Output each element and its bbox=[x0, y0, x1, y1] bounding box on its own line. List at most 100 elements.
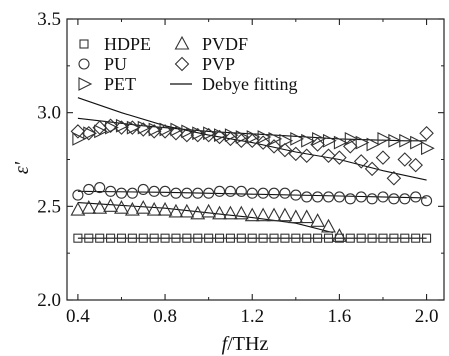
data-point-pu bbox=[290, 189, 302, 201]
data-point-pu bbox=[235, 185, 247, 197]
data-point-pvdf bbox=[299, 209, 315, 224]
data-point-pvp bbox=[146, 124, 162, 139]
data-point-pvp bbox=[266, 139, 282, 154]
legend-marker-triangle-up bbox=[174, 35, 190, 50]
data-point-pu bbox=[301, 191, 313, 203]
data-point-pvdf bbox=[223, 205, 238, 220]
data-point-pvp bbox=[419, 125, 434, 141]
data-point-hdpe bbox=[291, 233, 301, 243]
series-pu bbox=[72, 182, 433, 207]
data-point-pu bbox=[137, 183, 149, 196]
data-point-pet bbox=[224, 128, 239, 143]
data-point-pvdf bbox=[135, 200, 151, 214]
data-point-pvdf bbox=[310, 213, 326, 227]
data-point-hdpe bbox=[389, 233, 399, 243]
debye-fit-line bbox=[77, 202, 334, 234]
data-point-hdpe bbox=[73, 233, 83, 243]
data-point-pvp bbox=[168, 125, 184, 141]
data-point-pet bbox=[312, 132, 326, 146]
series-hdpe bbox=[73, 233, 432, 243]
data-point-pvp bbox=[125, 120, 140, 135]
data-point-pvp bbox=[364, 161, 380, 177]
data-point-pvp bbox=[321, 148, 336, 164]
data-point-pet bbox=[388, 133, 403, 148]
data-point-pu bbox=[192, 187, 204, 199]
data-point-pu bbox=[115, 187, 128, 199]
data-point-pet bbox=[246, 130, 261, 144]
data-point-pvp bbox=[114, 120, 129, 135]
legend-item: HDPE bbox=[79, 34, 151, 54]
data-point-pu bbox=[83, 183, 95, 196]
data-point-hdpe bbox=[236, 233, 246, 243]
legend-label: PVDF bbox=[202, 34, 248, 54]
data-point-pvp bbox=[310, 137, 325, 152]
data-point-pvdf bbox=[157, 201, 173, 216]
data-point-pet bbox=[333, 135, 348, 150]
data-point-pet bbox=[355, 135, 370, 150]
data-point-pet bbox=[322, 133, 337, 148]
legend-item: PVP bbox=[174, 54, 235, 74]
data-point-pu bbox=[268, 187, 280, 199]
data-point-pu bbox=[94, 182, 106, 194]
y-tick-label: 3.0 bbox=[37, 103, 61, 124]
data-point-pvdf bbox=[114, 200, 129, 214]
data-point-pu bbox=[105, 185, 117, 197]
data-point-pu bbox=[410, 191, 422, 203]
data-point-pu bbox=[181, 187, 193, 199]
legend-marker-circle bbox=[78, 58, 90, 70]
data-point-pu bbox=[366, 193, 378, 205]
data-point-pet bbox=[410, 135, 424, 150]
series-pvp bbox=[70, 118, 434, 186]
data-point-pvp bbox=[103, 118, 118, 134]
data-point-pvdf bbox=[233, 205, 249, 220]
data-point-pu bbox=[72, 189, 84, 201]
data-point-pu bbox=[344, 193, 356, 205]
data-point-pu bbox=[388, 193, 400, 205]
data-point-pvp bbox=[277, 142, 293, 158]
data-point-pvp bbox=[397, 152, 413, 167]
data-point-hdpe bbox=[400, 233, 410, 243]
data-point-pvp bbox=[343, 139, 358, 154]
data-point-hdpe bbox=[106, 233, 116, 243]
data-point-pvdf bbox=[331, 228, 347, 242]
legend-item: PU bbox=[78, 54, 127, 74]
data-point-pet bbox=[301, 133, 315, 148]
data-point-hdpe bbox=[116, 233, 127, 243]
x-tick-label: 1.6 bbox=[328, 306, 352, 327]
data-point-hdpe bbox=[334, 233, 344, 243]
x-tick-label: 0.8 bbox=[153, 306, 177, 327]
data-point-pvp bbox=[353, 154, 369, 169]
data-point-pvp bbox=[255, 135, 271, 150]
legend-item: Debye fitting bbox=[170, 74, 297, 94]
legend-label: HDPE bbox=[104, 34, 151, 54]
data-point-pu bbox=[279, 187, 291, 199]
series-pet bbox=[72, 118, 435, 156]
axis-ticks bbox=[67, 18, 444, 301]
data-point-pet bbox=[421, 141, 435, 156]
data-point-pvp bbox=[157, 124, 173, 139]
fit-lines bbox=[77, 97, 427, 239]
data-point-pet bbox=[279, 133, 294, 148]
data-point-pvdf bbox=[179, 203, 195, 218]
data-point-pu bbox=[399, 193, 411, 205]
y-tick-label: 2.0 bbox=[37, 290, 61, 311]
data-point-hdpe bbox=[171, 233, 181, 243]
data-point-pu bbox=[213, 185, 226, 197]
data-point-pvdf bbox=[266, 207, 282, 222]
legend-item: PVDF bbox=[174, 34, 248, 54]
data-point-pu bbox=[170, 187, 182, 199]
data-point-pvp bbox=[288, 146, 304, 162]
data-point-pet bbox=[126, 120, 141, 135]
legend-label: PVP bbox=[202, 54, 235, 74]
data-point-pu bbox=[421, 195, 433, 207]
data-point-pvdf bbox=[103, 198, 119, 212]
x-tick-label: 2.0 bbox=[415, 306, 439, 327]
data-point-hdpe bbox=[323, 233, 334, 243]
x-axis-title-unit: /THz bbox=[227, 333, 268, 355]
x-axis-title-var: f bbox=[222, 333, 230, 355]
data-point-pvdf bbox=[124, 201, 140, 216]
data-point-pu bbox=[224, 185, 236, 197]
data-point-pu bbox=[377, 191, 389, 203]
data-point-pvdf bbox=[70, 201, 86, 216]
